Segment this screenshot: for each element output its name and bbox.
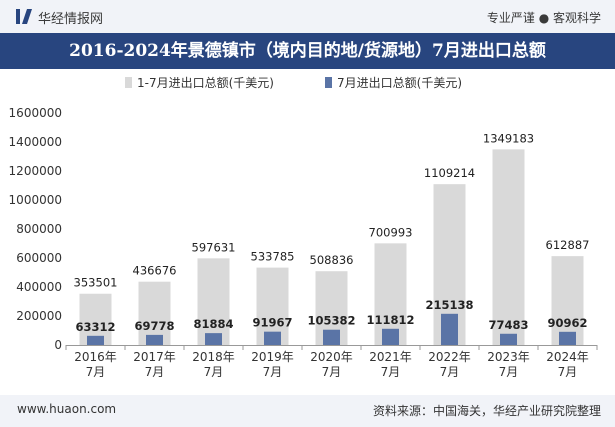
- x-tick-label: 2022年: [428, 350, 471, 364]
- legend-item-month: 7月进出口总额(千美元): [325, 74, 462, 91]
- x-tick-label: 7月: [86, 365, 106, 379]
- x-tick-label: 2020年: [310, 350, 353, 364]
- data-label-month: 215138: [425, 298, 473, 312]
- data-label-total: 353501: [74, 276, 118, 290]
- data-label-total: 1349183: [483, 131, 534, 145]
- x-tick-label: 7月: [322, 365, 342, 379]
- bar-month: [205, 333, 222, 345]
- huajing-logo-icon: [16, 9, 32, 24]
- data-label-month: 90962: [547, 316, 587, 330]
- legend-item-total: 1-7月进出口总额(千美元): [125, 74, 274, 91]
- x-tick-label: 7月: [440, 365, 460, 379]
- bar-month: [87, 335, 104, 345]
- bar-chart: 0 200000 400000 600000 800000 1000000 1200000 1…: [9, 106, 598, 379]
- x-tick-label: 2019年: [251, 350, 294, 364]
- chart-legend: 1-7月进出口总额(千美元) 7月进出口总额(千美元): [0, 74, 615, 92]
- brand-name: 华经情报网: [38, 12, 104, 27]
- bar-total: [374, 243, 407, 345]
- y-tick-label: 800000: [16, 222, 62, 236]
- footer-bar: www.huaon.com 资料来源：中国海关，华经产业研究院整理: [0, 395, 615, 427]
- bar-month: [264, 331, 281, 345]
- legend-label-month: 7月进出口总额(千美元): [337, 76, 462, 90]
- x-tick-label: 7月: [204, 365, 224, 379]
- x-tick-label: 2023年: [487, 350, 530, 364]
- x-tick-label: 2016年: [74, 350, 117, 364]
- data-label-total: 597631: [192, 240, 236, 254]
- bar-total: [551, 256, 584, 345]
- data-label-total: 700993: [369, 225, 413, 239]
- data-label-month: 77483: [488, 318, 528, 332]
- chart-title: 2016-2024年景德镇市（境内目的地/货源地）7月进出口总额: [69, 41, 546, 61]
- header-bar: 华经情报网 专业严谨 ● 客观科学: [0, 0, 615, 33]
- data-label-total: 436676: [133, 264, 177, 278]
- y-tick-label: 1400000: [9, 135, 62, 149]
- data-source: 资料来源：中国海关，华经产业研究院整理: [372, 404, 601, 418]
- x-tick-label: 7月: [381, 365, 401, 379]
- y-tick-label: 200000: [16, 309, 62, 323]
- website-url: www.huaon.com: [17, 402, 117, 416]
- x-tick-label: 2021年: [369, 350, 412, 364]
- x-tick-label: 2017年: [133, 350, 176, 364]
- bar-month: [441, 313, 458, 345]
- data-label-total: 508836: [310, 253, 354, 267]
- data-label-month: 91967: [252, 316, 292, 330]
- y-tick-label: 1000000: [9, 193, 62, 207]
- data-label-total: 612887: [546, 238, 590, 252]
- legend-label-total: 1-7月进出口总额(千美元): [137, 76, 274, 90]
- bar-month: [500, 333, 517, 345]
- y-tick-label: 0: [54, 338, 62, 352]
- x-tick-label: 2018年: [192, 350, 235, 364]
- x-axis: 2016年7月2017年7月2018年7月2019年7月2020年7月2021年…: [65, 345, 598, 379]
- x-tick-label: 7月: [145, 365, 165, 379]
- y-tick-label: 1200000: [9, 164, 62, 178]
- bar-month: [146, 334, 163, 345]
- bar-total: [197, 258, 230, 345]
- y-tick-label: 600000: [16, 251, 62, 265]
- title-bar: 2016-2024年景德镇市（境内目的地/货源地）7月进出口总额: [0, 33, 615, 69]
- x-tick-label: 2024年: [546, 350, 589, 364]
- data-label-total: 533785: [251, 250, 295, 264]
- bar-month: [323, 329, 340, 345]
- bar-month: [382, 328, 399, 345]
- data-label-month: 111812: [366, 313, 414, 327]
- y-tick-label: 1600000: [9, 106, 62, 120]
- bar-total: [492, 149, 525, 345]
- legend-swatch-month: [325, 77, 332, 88]
- data-label-month: 63312: [75, 320, 115, 334]
- tagline: 专业严谨 ● 客观科学: [486, 11, 601, 25]
- bar-month: [559, 331, 576, 345]
- bar-total: [138, 281, 171, 345]
- data-label-month: 105382: [307, 314, 355, 328]
- data-label-total: 1109214: [424, 166, 475, 180]
- data-labels-layer: 353501 63312 436676 69778 597631 81884 533785 9…: [74, 131, 590, 333]
- legend-swatch-total: [125, 77, 132, 88]
- bars-layer: [79, 149, 584, 345]
- x-tick-label: 7月: [499, 365, 519, 379]
- x-tick-label: 7月: [263, 365, 283, 379]
- y-axis: 0 200000 400000 600000 800000 1000000 1200000 1…: [9, 106, 62, 352]
- x-tick-label: 7月: [558, 365, 578, 379]
- data-label-month: 81884: [193, 317, 233, 331]
- data-label-month: 69778: [134, 319, 174, 333]
- y-tick-label: 400000: [16, 280, 62, 294]
